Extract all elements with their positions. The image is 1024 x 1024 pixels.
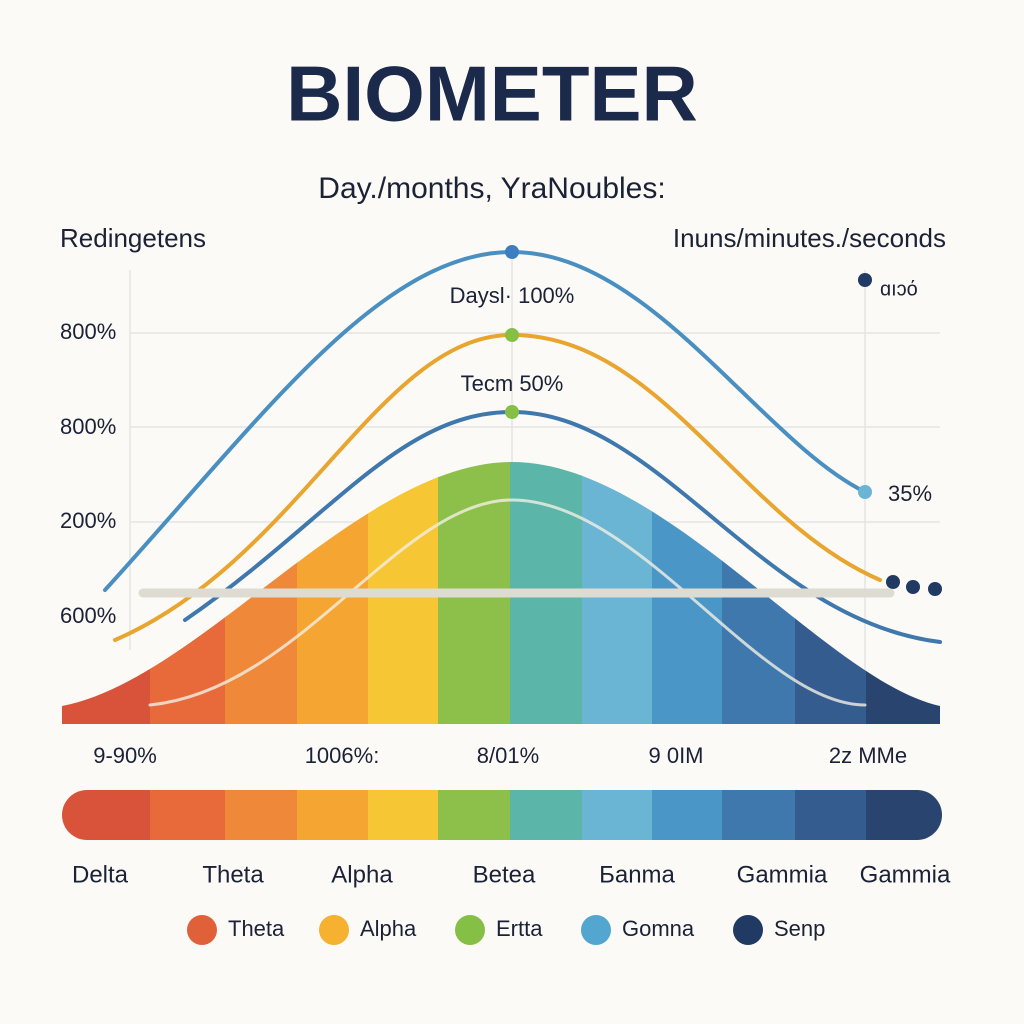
marker [858,485,872,499]
value-label: 2z MMe [829,743,907,768]
curve [148,498,867,707]
labels: 800% 800% 200% 600% 9-90% 1006%: 8/01% 9 0IM 2z … [60,319,951,945]
title: BIOMETER [286,50,698,138]
axis-label: 800% [60,319,116,344]
marker [505,245,519,259]
axis-label: 600% [60,603,116,628]
legend-swatch [319,915,349,945]
stripe [510,462,583,724]
subtitle: Day./months, YraNoubles: [318,172,665,205]
value-label: 9 0IM [648,743,703,768]
markers [505,245,942,596]
band-label: Бanma [599,861,675,888]
stripe [150,790,226,840]
value-label: 1006%: [305,743,380,768]
band-label: Alpha [331,861,393,888]
band-label: Theta [202,861,264,888]
legend-label: Ertta [496,916,543,941]
marker [886,575,900,589]
band-label: Betea [473,861,536,888]
annotation: Daysl· 100% [450,283,575,308]
stripe [62,790,151,840]
legend-swatch [581,915,611,945]
annotation: Tecm 50% [461,371,564,396]
stripe [652,790,723,840]
band-label: Gammia [737,861,828,888]
axis-label: 200% [60,508,116,533]
axis-label: 800% [60,414,116,439]
stripe [297,790,369,840]
legend-label: Theta [228,916,285,941]
legend-swatch [187,915,217,945]
annotation: 35% [888,481,932,506]
band-label: Delta [72,861,129,888]
value-label: 8/01% [477,743,539,768]
legend-label: Gomna [622,916,695,941]
band-bar [62,790,942,840]
marker [505,328,519,342]
stripe [225,790,298,840]
marker [906,580,920,594]
stripe [582,790,653,840]
legend-label: Alpha [360,916,417,941]
right-label: Inuns/minutes./seconds [673,223,946,253]
stripe [795,790,867,840]
legend-label: Senp [774,916,825,941]
stripe [722,790,796,840]
stripe [438,462,511,724]
stripe [866,790,942,840]
band-label: Gammia [860,861,951,888]
legend-swatch [733,915,763,945]
value-label: 9-90% [93,743,157,768]
annotation: ɑıɔό [880,278,918,300]
marker [505,405,519,419]
stripe [510,790,583,840]
stripe [368,790,439,840]
marker [928,582,942,596]
marker [858,273,872,287]
left-label: Redingetens [60,223,206,253]
curve [183,409,942,644]
stripe [438,790,511,840]
legend-swatch [455,915,485,945]
